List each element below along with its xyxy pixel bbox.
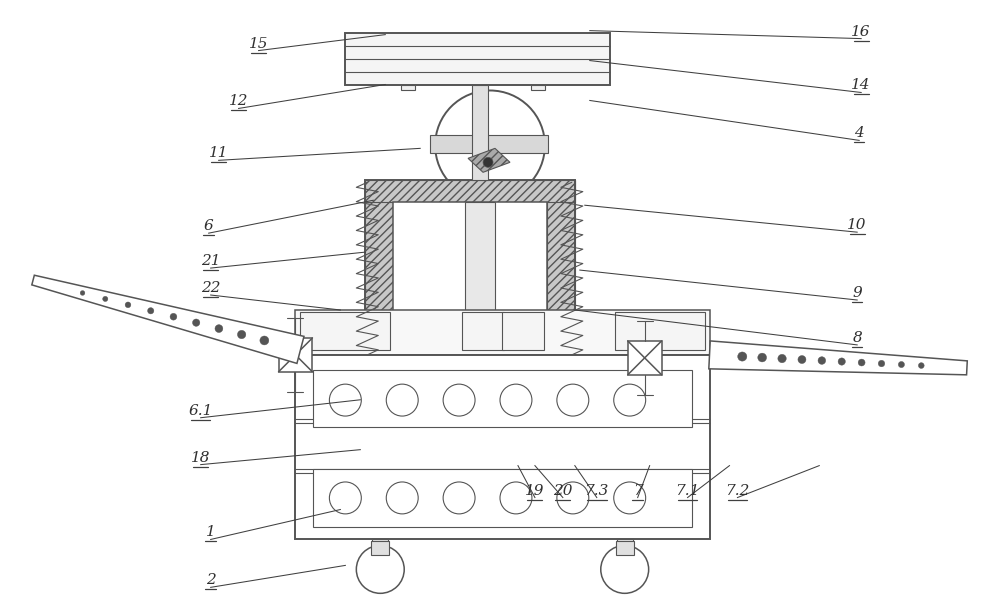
Text: 19: 19	[525, 484, 545, 498]
Text: 20: 20	[553, 484, 573, 498]
Bar	[365, 180, 575, 202]
Text: 9: 9	[852, 286, 862, 300]
Circle shape	[215, 325, 223, 333]
Circle shape	[443, 482, 475, 514]
Bar	[430, 135, 548, 153]
Circle shape	[500, 384, 532, 416]
Text: 2: 2	[206, 573, 216, 587]
Bar	[462, 312, 504, 350]
Circle shape	[329, 482, 361, 514]
Circle shape	[356, 545, 404, 593]
Text: 16: 16	[851, 25, 871, 39]
Bar	[365, 180, 393, 350]
Bar	[313, 370, 692, 427]
Circle shape	[758, 353, 767, 362]
Bar	[502, 312, 544, 350]
Bar	[465, 202, 495, 328]
Polygon shape	[709, 341, 967, 375]
Text: 12: 12	[229, 94, 248, 109]
Circle shape	[170, 313, 177, 320]
Bar	[295, 355, 710, 539]
Circle shape	[738, 352, 747, 361]
Circle shape	[435, 91, 545, 201]
Bar	[531, 85, 545, 91]
Bar	[345, 33, 610, 85]
Text: 6.1: 6.1	[189, 403, 213, 418]
Circle shape	[878, 361, 885, 367]
Circle shape	[614, 482, 646, 514]
Bar	[372, 539, 388, 570]
Bar	[393, 202, 547, 328]
Circle shape	[898, 361, 904, 368]
Circle shape	[483, 157, 493, 167]
Text: 6: 6	[204, 219, 214, 233]
Circle shape	[237, 330, 246, 339]
Text: 22: 22	[201, 281, 220, 295]
Circle shape	[858, 359, 865, 366]
Circle shape	[386, 384, 418, 416]
Circle shape	[557, 384, 589, 416]
Circle shape	[500, 482, 532, 514]
Circle shape	[103, 297, 108, 301]
Bar	[472, 85, 488, 180]
Text: 7.3: 7.3	[585, 484, 609, 498]
Circle shape	[798, 356, 806, 364]
Circle shape	[125, 302, 131, 307]
Bar	[401, 85, 415, 91]
Bar	[615, 312, 705, 350]
Bar	[371, 541, 389, 556]
Bar	[628, 341, 662, 375]
Text: 7.2: 7.2	[725, 484, 750, 498]
Text: 8: 8	[852, 331, 862, 345]
Circle shape	[443, 384, 475, 416]
Circle shape	[614, 384, 646, 416]
Circle shape	[818, 357, 826, 364]
Bar	[616, 541, 634, 556]
Text: 14: 14	[851, 79, 871, 92]
Bar	[365, 328, 575, 350]
Bar	[617, 539, 633, 570]
Text: 7: 7	[633, 484, 643, 498]
Bar	[547, 180, 575, 350]
Circle shape	[778, 355, 786, 363]
Circle shape	[260, 336, 269, 345]
Circle shape	[193, 319, 200, 326]
Circle shape	[148, 307, 154, 314]
Circle shape	[918, 362, 924, 368]
Bar	[365, 180, 575, 350]
Text: 1: 1	[206, 525, 216, 539]
Circle shape	[557, 482, 589, 514]
Text: 10: 10	[847, 218, 867, 232]
Bar	[300, 312, 390, 350]
Text: 21: 21	[201, 254, 220, 268]
Text: 11: 11	[209, 146, 228, 160]
Polygon shape	[468, 149, 510, 172]
Text: 15: 15	[249, 37, 268, 51]
Circle shape	[329, 384, 361, 416]
Circle shape	[838, 358, 845, 365]
Circle shape	[80, 291, 85, 295]
Bar	[313, 469, 692, 527]
Circle shape	[601, 545, 649, 593]
Bar	[295, 310, 710, 355]
Polygon shape	[32, 275, 304, 364]
Text: 4: 4	[854, 126, 864, 140]
Circle shape	[386, 482, 418, 514]
Text: 7.1: 7.1	[675, 484, 700, 498]
Bar	[279, 338, 312, 372]
Text: 18: 18	[191, 451, 210, 464]
